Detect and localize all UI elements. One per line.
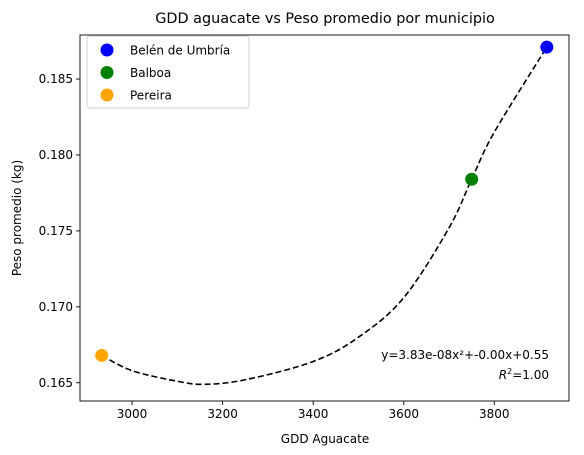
legend-label: Belén de Umbría (130, 44, 230, 58)
x-tick-label: 3600 (388, 407, 419, 421)
y-tick-label: 0.165 (39, 376, 73, 390)
y-tick-label: 0.180 (39, 148, 73, 162)
plot-frame (79, 34, 570, 402)
legend-marker (100, 88, 114, 102)
r2-value: =1.00 (512, 368, 549, 382)
y-axis-label: Peso promedio (kg) (10, 160, 24, 276)
y-tick-label: 0.185 (39, 72, 73, 86)
chart-title: GDD aguacate vs Peso promedio por munici… (155, 11, 495, 27)
fit-curve (101, 46, 548, 386)
legend-box (86, 35, 250, 109)
data-point (95, 348, 109, 362)
legend-label: Pereira (130, 89, 172, 103)
x-axis-label: GDD Aguacate (281, 432, 369, 446)
legend: Belén de Umbría Balboa Pereira (86, 35, 250, 109)
legend-marker (100, 66, 114, 79)
legend-label: Balboa (130, 66, 171, 80)
r2-label: R2=1.00 (499, 367, 549, 382)
r2-superscript: 2 (507, 367, 512, 376)
data-point (540, 40, 554, 54)
fit-equation: y=3.83e-08x²+-0.00x+0.55 (381, 348, 549, 362)
x-tick-label: 3000 (117, 407, 148, 421)
legend-marker (100, 43, 114, 57)
x-tick-label: 3800 (479, 407, 510, 421)
r2-symbol: R (499, 368, 507, 382)
fit-annotation: y=3.83e-08x²+-0.00x+0.55 R2=1.00 (381, 348, 549, 382)
x-tick-label: 3400 (298, 407, 329, 421)
y-tick-label: 0.175 (39, 224, 73, 238)
y-tick-label: 0.170 (39, 300, 73, 314)
data-point (465, 172, 479, 186)
x-tick-label: 3200 (207, 407, 238, 421)
